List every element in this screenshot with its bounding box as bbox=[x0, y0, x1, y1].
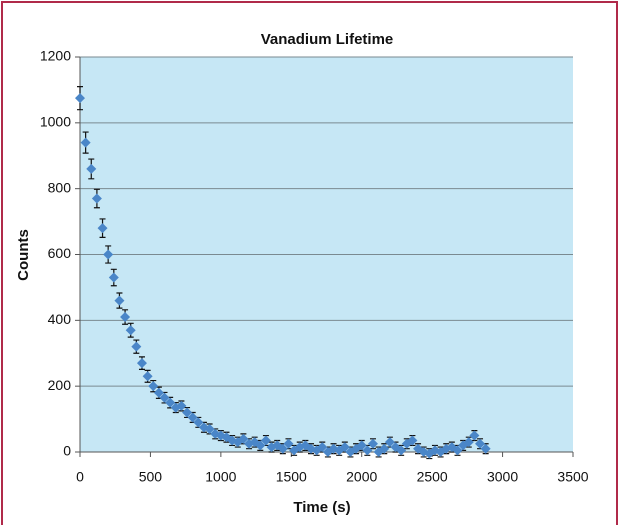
point bbox=[204, 423, 215, 434]
y-tick-label: 800 bbox=[48, 179, 72, 195]
point bbox=[260, 435, 271, 446]
point bbox=[249, 437, 260, 448]
point bbox=[283, 438, 294, 449]
point bbox=[356, 440, 367, 451]
point bbox=[480, 443, 491, 454]
point bbox=[193, 417, 204, 428]
point bbox=[379, 443, 390, 454]
point bbox=[108, 272, 119, 283]
point bbox=[277, 443, 288, 454]
x-tick-label: 0 bbox=[76, 469, 84, 485]
point bbox=[125, 325, 136, 336]
point bbox=[176, 400, 187, 411]
x-tick-label: 2000 bbox=[346, 469, 377, 485]
point bbox=[165, 397, 176, 408]
point bbox=[91, 193, 102, 204]
point bbox=[148, 381, 159, 392]
chart-title: Vanadium Lifetime bbox=[261, 31, 394, 48]
y-axis-label: Counts bbox=[15, 229, 32, 281]
point bbox=[475, 438, 486, 449]
y-tick-label: 1200 bbox=[40, 48, 71, 64]
point bbox=[367, 438, 378, 449]
point bbox=[339, 442, 350, 453]
point bbox=[182, 407, 193, 418]
point bbox=[131, 341, 142, 352]
point bbox=[187, 412, 198, 423]
point bbox=[255, 440, 266, 451]
point bbox=[114, 295, 125, 306]
point bbox=[238, 433, 249, 444]
x-tick-label: 500 bbox=[139, 469, 163, 485]
point bbox=[86, 163, 97, 174]
point bbox=[469, 430, 480, 441]
point bbox=[120, 312, 131, 323]
x-tick-label: 2500 bbox=[417, 469, 448, 485]
y-tick-label: 600 bbox=[48, 245, 72, 261]
point bbox=[384, 437, 395, 448]
x-tick-label: 1000 bbox=[205, 469, 236, 485]
point bbox=[142, 371, 153, 382]
point bbox=[362, 445, 373, 456]
point bbox=[463, 437, 474, 448]
x-axis-label: Time (s) bbox=[293, 499, 350, 516]
point bbox=[407, 435, 418, 446]
point bbox=[75, 93, 85, 104]
y-tick-label: 200 bbox=[48, 377, 72, 393]
point bbox=[80, 137, 91, 148]
point bbox=[153, 387, 164, 398]
y-tick-label: 1000 bbox=[40, 114, 71, 130]
point bbox=[103, 249, 114, 260]
y-tick-label: 400 bbox=[48, 311, 72, 327]
point bbox=[97, 223, 108, 234]
point bbox=[136, 358, 147, 369]
point bbox=[452, 445, 463, 456]
point bbox=[317, 442, 328, 453]
x-tick-label: 1500 bbox=[276, 469, 307, 485]
y-tick-label: 0 bbox=[63, 443, 71, 459]
point bbox=[396, 445, 407, 456]
point bbox=[159, 392, 170, 403]
x-tick-label: 3000 bbox=[487, 469, 518, 485]
x-tick-label: 3500 bbox=[557, 469, 588, 485]
